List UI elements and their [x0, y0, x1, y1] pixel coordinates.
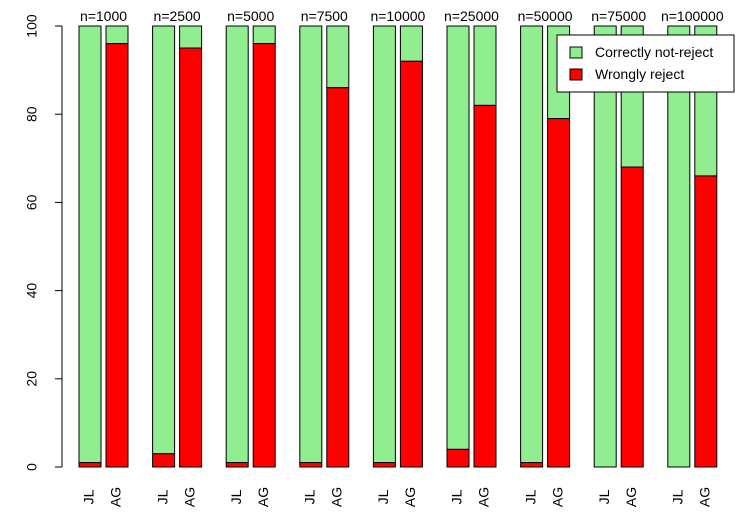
- bar-segment-correctly-not-reject: [299, 25, 323, 464]
- bar-segment-wrongly-reject: [299, 462, 323, 468]
- x-tick-label: JL: [670, 489, 686, 504]
- x-tick-label: AG: [402, 487, 418, 507]
- group-label: n=7500: [301, 8, 348, 24]
- bar-segment-wrongly-reject: [252, 43, 276, 468]
- x-tick-label: JL: [449, 489, 465, 504]
- bar-segment-wrongly-reject: [78, 462, 102, 468]
- bar-segment-correctly-not-reject: [105, 25, 129, 45]
- bar-segment-correctly-not-reject: [520, 25, 544, 464]
- bar-segment-correctly-not-reject: [252, 25, 276, 45]
- group-label: n=100000: [661, 8, 724, 24]
- bar-segment-correctly-not-reject: [593, 25, 617, 468]
- x-tick-label: JL: [302, 489, 318, 504]
- y-tick-label: 40: [24, 283, 40, 299]
- x-tick-label: AG: [329, 487, 345, 507]
- bar-segment-correctly-not-reject: [326, 25, 350, 89]
- x-tick-label: AG: [108, 487, 124, 507]
- group-label: n=2500: [154, 8, 201, 24]
- group-label: n=10000: [370, 8, 425, 24]
- group-label: n=75000: [591, 8, 646, 24]
- bar-segment-correctly-not-reject: [225, 25, 249, 464]
- x-tick-label: JL: [154, 489, 170, 504]
- y-tick-label: 80: [24, 106, 40, 122]
- x-tick-label: JL: [596, 489, 612, 504]
- group-label: n=25000: [444, 8, 499, 24]
- legend-swatch-correctly-not-reject: [569, 46, 583, 59]
- bar-segment-wrongly-reject: [372, 462, 396, 468]
- x-tick-label: AG: [623, 487, 639, 507]
- bar-segment-wrongly-reject: [225, 462, 249, 468]
- x-tick-label: AG: [255, 487, 271, 507]
- bar-segment-correctly-not-reject: [372, 25, 396, 464]
- x-tick-label: AG: [697, 487, 713, 507]
- bar-segment-correctly-not-reject: [152, 25, 176, 455]
- x-tick-label: JL: [375, 489, 391, 504]
- x-tick-label: AG: [476, 487, 492, 507]
- bar-segment-wrongly-reject: [179, 47, 203, 468]
- group-label: n=1000: [80, 8, 127, 24]
- legend: Correctly not-reject Wrongly reject: [556, 34, 735, 93]
- group-labels: n=1000 n=2500 n=5000 n=7500 n=10000 n=25000 n=…: [80, 8, 724, 24]
- bar-segment-wrongly-reject: [473, 104, 497, 468]
- bar-segment-correctly-not-reject: [667, 25, 691, 468]
- bar-segment-correctly-not-reject: [179, 25, 203, 49]
- x-tick-label: JL: [228, 489, 244, 504]
- bar-segment-correctly-not-reject: [446, 25, 470, 450]
- bar-segment-wrongly-reject: [446, 448, 470, 468]
- bar-segment-wrongly-reject: [520, 462, 544, 468]
- y-tick-label: 0: [24, 463, 40, 471]
- bar-segment-wrongly-reject: [547, 118, 571, 468]
- bar-segment-wrongly-reject: [399, 60, 423, 468]
- legend-box: [556, 34, 735, 93]
- group-label: n=50000: [518, 8, 573, 24]
- bar-segment-wrongly-reject: [152, 453, 176, 468]
- group-label: n=5000: [227, 8, 274, 24]
- y-axis: 0 20 40 60 80 100: [24, 14, 63, 471]
- bar-segment-correctly-not-reject: [78, 25, 102, 464]
- bar-segment-wrongly-reject: [620, 166, 644, 468]
- legend-swatch-wrongly-reject: [569, 68, 583, 81]
- y-tick-label: 20: [24, 371, 40, 387]
- bar-segment-correctly-not-reject: [399, 25, 423, 62]
- bar-segment-wrongly-reject: [694, 175, 718, 468]
- legend-label-wrongly-reject: Wrongly reject: [595, 66, 684, 82]
- x-tick-label: JL: [522, 489, 538, 504]
- legend-label-correctly-not-reject: Correctly not-reject: [595, 44, 713, 60]
- x-tick-label: AG: [181, 487, 197, 507]
- x-tick-label: JL: [81, 489, 97, 504]
- x-tick-label: AG: [549, 487, 565, 507]
- y-tick-label: 100: [24, 14, 40, 38]
- y-tick-label: 60: [24, 194, 40, 210]
- bars-layer: [78, 25, 718, 468]
- bar-segment-correctly-not-reject: [473, 25, 497, 106]
- bar-segment-wrongly-reject: [326, 87, 350, 468]
- bar-segment-wrongly-reject: [105, 43, 129, 468]
- x-tick-labels: JL AG JL AG JL AG JL AG JL AG JL AG JL AG JL AG JL AG: [81, 487, 713, 507]
